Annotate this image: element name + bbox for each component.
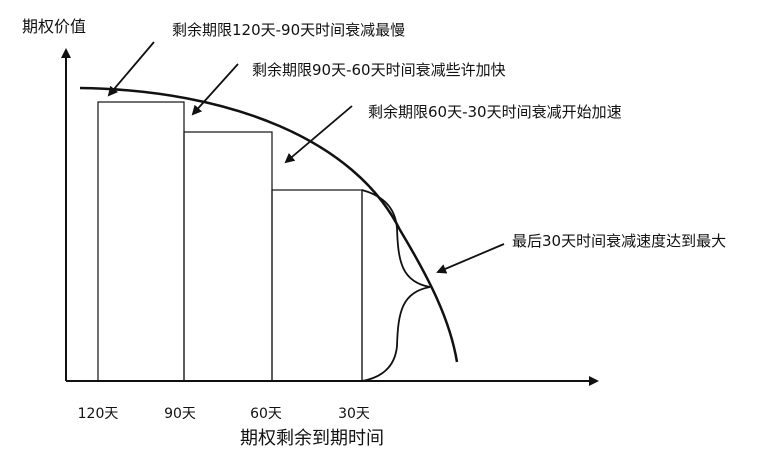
- tick-120: 120天: [78, 406, 119, 422]
- annotation-120-90: 剩余期限120天-90天时间衰减最慢: [172, 21, 405, 39]
- annotation-60-30: 剩余期限60天-30天时间衰减开始加速: [368, 103, 622, 121]
- arrow-120-90: [107, 41, 155, 97]
- option-value-curve: [79, 86, 459, 363]
- tick-30: 30天: [338, 406, 370, 422]
- x-axis-label: 期权剩余到期时间: [240, 428, 384, 449]
- arrow-90-60: [191, 63, 239, 116]
- step-60-30: [271, 189, 363, 382]
- final-30-days-brace: [361, 189, 431, 382]
- step-90-60: [183, 131, 273, 382]
- annotation-90-60: 剩余期限90天-60天时间衰减些许加快: [252, 61, 506, 79]
- arrow-60-30: [284, 105, 353, 164]
- y-axis-label: 期权价值: [22, 17, 86, 36]
- step-120-90: [97, 101, 185, 382]
- tick-60: 60天: [250, 406, 282, 422]
- annotation-final-30: 最后30天时间衰减速度达到最大: [512, 232, 726, 250]
- arrow-final-30: [436, 243, 505, 274]
- tick-90: 90天: [164, 406, 196, 422]
- decay-steps: [97, 101, 363, 382]
